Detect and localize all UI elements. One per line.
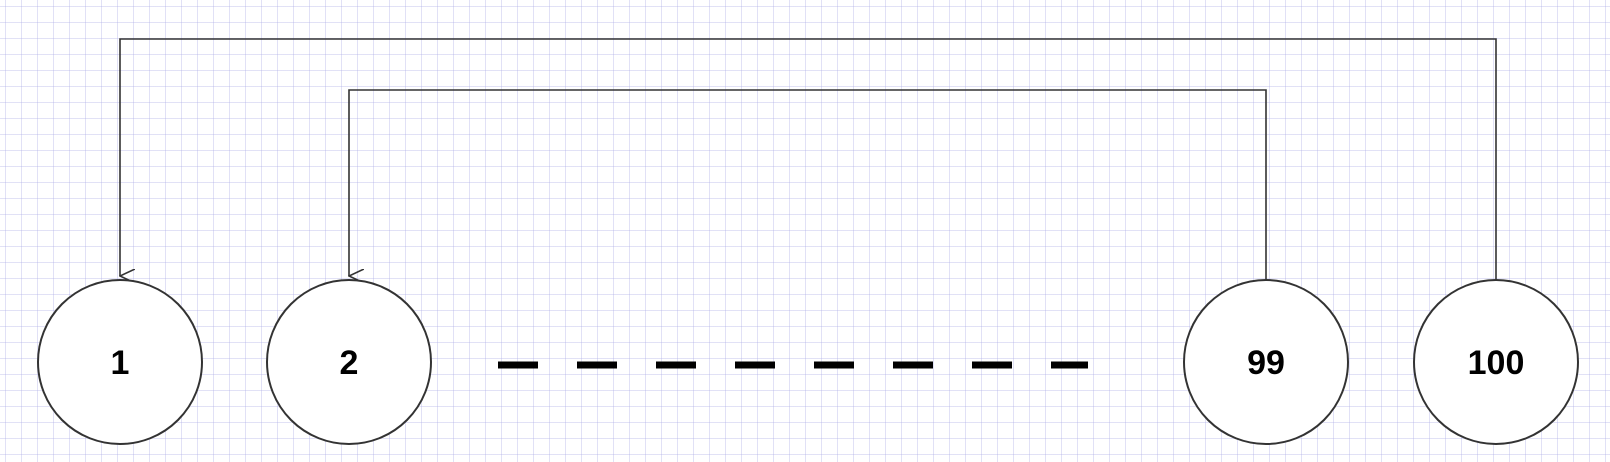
node-1-circle	[37, 279, 203, 445]
node-1[interactable]: 1	[37, 279, 203, 445]
node-99[interactable]: 99	[1183, 279, 1349, 445]
node-100-label: 100	[1468, 344, 1525, 382]
node-2-label: 2	[340, 344, 359, 382]
node-2[interactable]: 2	[266, 279, 432, 445]
node-1-label: 1	[111, 344, 130, 382]
connector-99-to-2	[349, 89, 1267, 279]
node-100[interactable]: 100	[1413, 279, 1579, 445]
node-99-label: 99	[1247, 344, 1285, 382]
node-2-circle	[266, 279, 432, 445]
node-100-circle	[1413, 279, 1579, 445]
node-99-circle	[1183, 279, 1349, 445]
connector-100-to-1	[120, 38, 1497, 279]
